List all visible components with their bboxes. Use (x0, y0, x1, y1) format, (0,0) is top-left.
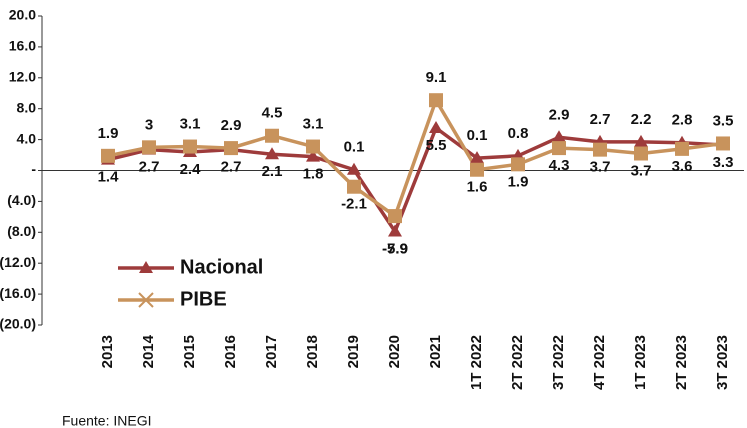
x-tick-label: 2016 (222, 335, 239, 368)
data-label: 2.7 (221, 159, 242, 176)
data-label: 1.4 (98, 169, 120, 186)
data-label: 2.9 (221, 117, 242, 134)
triangle-marker (265, 147, 279, 160)
data-label: -5.9 (382, 240, 408, 257)
data-label: 1.8 (303, 166, 324, 183)
triangle-marker (552, 130, 566, 143)
legend-marker (138, 292, 154, 308)
data-label: 9.1 (426, 69, 447, 86)
series-line (107, 96, 724, 219)
data-label: 2.9 (549, 106, 570, 123)
square-marker (511, 157, 525, 172)
square-marker (429, 93, 443, 108)
data-label: 5.5 (426, 137, 447, 154)
square-marker (265, 128, 279, 143)
triangle-marker (347, 162, 361, 175)
square-marker (224, 141, 238, 156)
data-label: -2.1 (341, 196, 367, 213)
square-marker (306, 139, 320, 154)
x-tick-label: 1T 2023 (632, 335, 649, 390)
data-label: 0.8 (508, 125, 529, 142)
data-label: 1.9 (508, 173, 529, 190)
legend-label: Nacional (180, 256, 263, 278)
y-tick-label: 20.0 (9, 7, 36, 23)
data-label: 3.7 (631, 162, 652, 179)
square-marker (716, 136, 730, 151)
x-tick-label: 2017 (263, 335, 280, 368)
y-tick-label: (4.0) (7, 192, 36, 208)
x-tick-label: 2021 (427, 335, 444, 368)
square-marker (470, 162, 484, 177)
data-label: 1.9 (98, 125, 119, 142)
data-label: 1.6 (467, 179, 488, 196)
y-tick-label: 16.0 (9, 38, 36, 54)
triangle-marker (306, 149, 320, 162)
data-label: 2.1 (262, 163, 283, 180)
series-line (107, 125, 724, 236)
y-tick-label: 8.0 (17, 99, 37, 115)
x-tick-label: 2T 2022 (509, 335, 526, 390)
x-tick-label: 4T 2022 (591, 335, 608, 390)
square-marker (388, 209, 402, 224)
data-label: 3.6 (672, 158, 693, 175)
data-label: 0.1 (344, 139, 365, 156)
data-label: 2.7 (590, 111, 611, 128)
x-tick-label: 2015 (181, 335, 198, 368)
square-marker (183, 139, 197, 154)
x-tick-label: 2019 (345, 335, 362, 368)
y-tick-label: 4.0 (17, 130, 37, 146)
square-marker (593, 142, 607, 157)
square-marker (634, 146, 648, 161)
y-tick-label: (8.0) (7, 223, 36, 239)
x-tick-label: 3T 2023 (714, 335, 731, 390)
triangle-marker (388, 224, 402, 237)
data-label: 2.4 (180, 161, 202, 178)
data-label: 2.7 (139, 159, 160, 176)
triangle-marker (470, 151, 484, 164)
source: Fuente: INEGI (62, 413, 151, 428)
data-label: 0.1 (467, 127, 488, 144)
x-tick-label: 1T 2022 (468, 335, 485, 390)
data-label: 3 (145, 116, 153, 133)
data-label: 2.8 (672, 112, 693, 129)
x-tick-label: 3T 2022 (550, 335, 567, 390)
data-label: 3.1 (180, 116, 201, 133)
data-label: 3.7 (590, 159, 611, 176)
square-marker (552, 141, 566, 156)
y-tick-label: - (31, 161, 36, 177)
x-tick-label: 2020 (386, 335, 403, 368)
square-marker (101, 148, 115, 163)
x-tick-label: 2018 (304, 335, 321, 368)
data-label: 4.5 (262, 105, 283, 122)
triangle-marker (634, 134, 648, 147)
y-tick-label: (16.0) (0, 285, 36, 301)
square-marker (675, 141, 689, 156)
x-tick-label: 2013 (99, 335, 116, 368)
data-label: 2.2 (631, 111, 652, 128)
triangle-marker (429, 121, 443, 134)
legend-marker (139, 261, 153, 273)
y-tick-label: (12.0) (0, 254, 36, 270)
y-tick-label: (20.0) (0, 316, 36, 332)
data-label: 3.3 (713, 154, 734, 171)
data-label: 3.5 (713, 112, 734, 129)
legend-label: PIBE (180, 288, 227, 310)
x-tick-label: 2014 (140, 334, 157, 368)
data-label: -7.9 (382, 240, 408, 257)
data-label: 4.3 (549, 157, 570, 174)
square-marker (347, 179, 361, 194)
data-label: 3.1 (303, 116, 324, 133)
x-tick-label: 2T 2023 (673, 335, 690, 390)
y-tick-label: 12.0 (9, 69, 36, 85)
square-marker (142, 140, 156, 155)
